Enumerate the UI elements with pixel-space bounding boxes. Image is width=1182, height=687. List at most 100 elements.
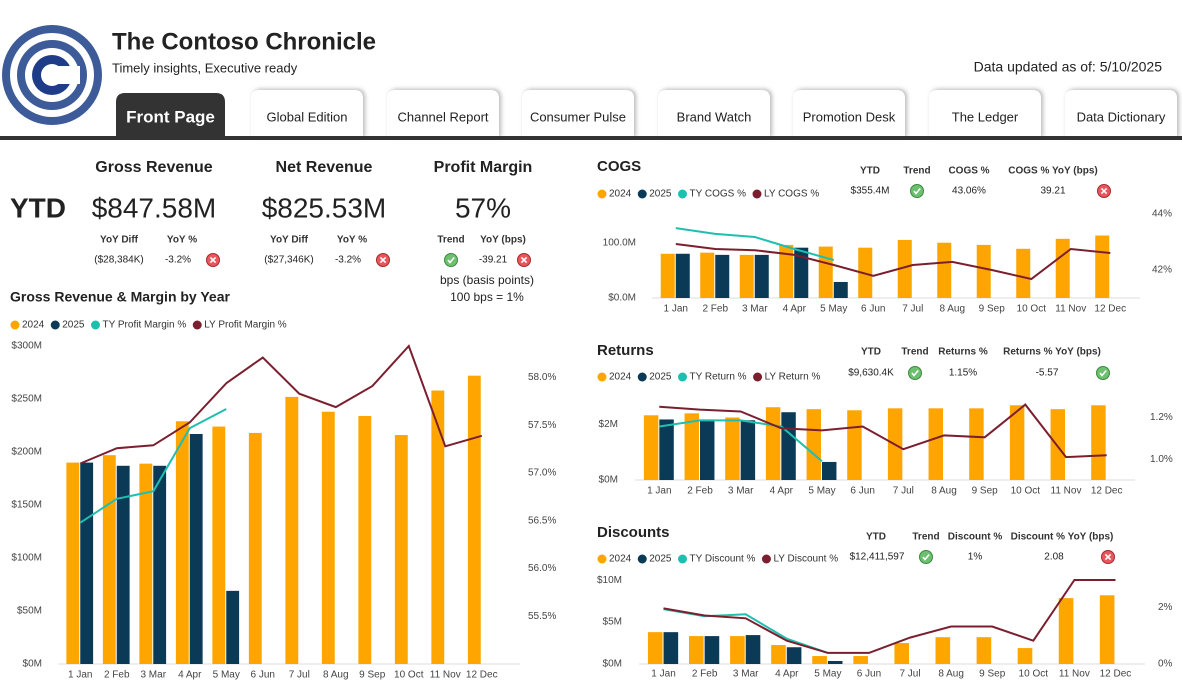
bar [212,426,226,664]
tab-bar: Front Page Global Edition Channel Report Co… [116,90,1177,138]
bar [684,413,699,480]
panel-header: Trend [903,166,930,177]
line-series [659,419,823,463]
x-tick-label: 3 Mar [140,670,166,681]
x-tick-label: 4 Apr [775,669,799,680]
chart: COGS $0.0M 100.0M 42% 44% 1 Jan 2 Feb 3 Mar 4 Ap… [597,158,1172,315]
status-bad [376,253,390,267]
tab-shape[interactable] [793,90,905,138]
y2-tick-label: 1.0% [1150,454,1173,465]
y-tick-label: $250M [11,394,42,405]
panel-value: 1% [968,552,983,563]
legend-label: 2025 [649,372,672,383]
tab-shape[interactable] [116,93,225,138]
tab[interactable]: Global Edition [251,90,363,138]
y-tick-label: $5M [603,617,622,628]
tab[interactable]: Data Dictionary [1065,90,1177,138]
status-bad [206,253,220,267]
tab-shape[interactable] [658,90,770,138]
bar [754,254,769,298]
legend-label: 2025 [62,320,85,331]
tab-label[interactable]: Front Page [126,107,215,126]
x-tick-label: 9 Sep [972,486,999,497]
y-tick-label: $100M [11,553,42,564]
line-series [79,344,483,465]
bar [1058,598,1074,664]
bar [853,656,868,664]
bar [116,465,130,664]
bar [467,375,481,664]
bar [794,247,809,298]
tab-label[interactable]: The Ledger [952,109,1019,124]
bar [431,390,445,664]
panel-header: Discount % [948,532,1003,543]
tab[interactable]: Promotion Desk [793,90,905,138]
tab-label[interactable]: Channel Report [397,109,488,124]
legend-marker [637,189,647,199]
kpi-sub-header: YoY % [337,235,367,246]
y2-tick-label: 0% [1158,659,1173,670]
panel-value: $12,411,597 [850,552,905,563]
legend-marker [752,189,762,199]
y2-tick-label: 57.0% [528,468,556,479]
tab[interactable]: Consumer Pulse [522,90,634,138]
x-tick-label: 12 Dec [1094,304,1126,315]
legend-marker [678,554,687,564]
bar [781,412,796,480]
tab-shape[interactable] [387,90,499,138]
x-tick-label: 2 Feb [702,304,728,315]
legend-marker [597,372,607,382]
y2-tick-label: 2% [1158,602,1173,613]
icon-check [911,369,919,377]
x-tick-label: 10 Oct [1019,669,1049,680]
tab-shape[interactable] [929,90,1041,138]
tab-shape[interactable] [251,90,363,138]
bar [1016,248,1031,298]
legend-marker [50,320,60,330]
y-tick-label: $0.0M [608,293,636,304]
x-tick-label: 12 Dec [1091,486,1123,497]
legend-label: 2024 [609,372,632,383]
x-tick-label: 12 Dec [466,670,498,681]
tab-label[interactable]: Promotion Desk [803,109,896,124]
x-tick-label: 2 Feb [687,486,713,497]
bar [1099,595,1115,664]
tab-label[interactable]: Data Dictionary [1077,109,1166,124]
x-tick-label: 6 Jun [251,670,275,681]
x-tick-label: 9 Sep [979,304,1006,315]
tab[interactable]: Channel Report [387,90,499,138]
tab[interactable]: The Ledger [929,90,1041,138]
legend-label: TY Return % [690,372,747,383]
y-tick-label: $0M [599,475,618,486]
bar [189,433,203,664]
bar [358,415,372,664]
x-tick-label: 7 Jul [899,669,920,680]
line-series [675,227,835,261]
tab-label[interactable]: Brand Watch [677,109,752,124]
tab-label[interactable]: Global Edition [267,109,348,124]
tab[interactable]: Brand Watch [658,90,770,138]
logo [2,25,102,125]
tab-label[interactable]: Consumer Pulse [530,109,626,124]
bar [897,239,912,298]
chart-title: Returns [597,342,654,359]
icon-check [447,256,455,264]
kpi-sub-header: YoY Diff [100,235,139,246]
bar [928,408,943,480]
bar [700,419,715,480]
status-good [919,550,933,564]
tab-shape[interactable] [522,90,634,138]
bar [812,656,827,664]
tab[interactable]: Front Page [116,93,225,138]
tab-shape[interactable] [1065,90,1177,138]
bar [779,244,794,298]
y2-tick-label: 56.0% [528,563,556,574]
bar [66,462,80,664]
panel-value: 39.21 [1040,186,1065,197]
legend-label: LY COGS % [764,189,819,200]
bar [1091,405,1106,480]
bar [739,254,754,298]
x-tick-label: 7 Jul [893,486,914,497]
y2-tick-label: 55.5% [528,611,556,622]
icon-check [922,553,930,561]
